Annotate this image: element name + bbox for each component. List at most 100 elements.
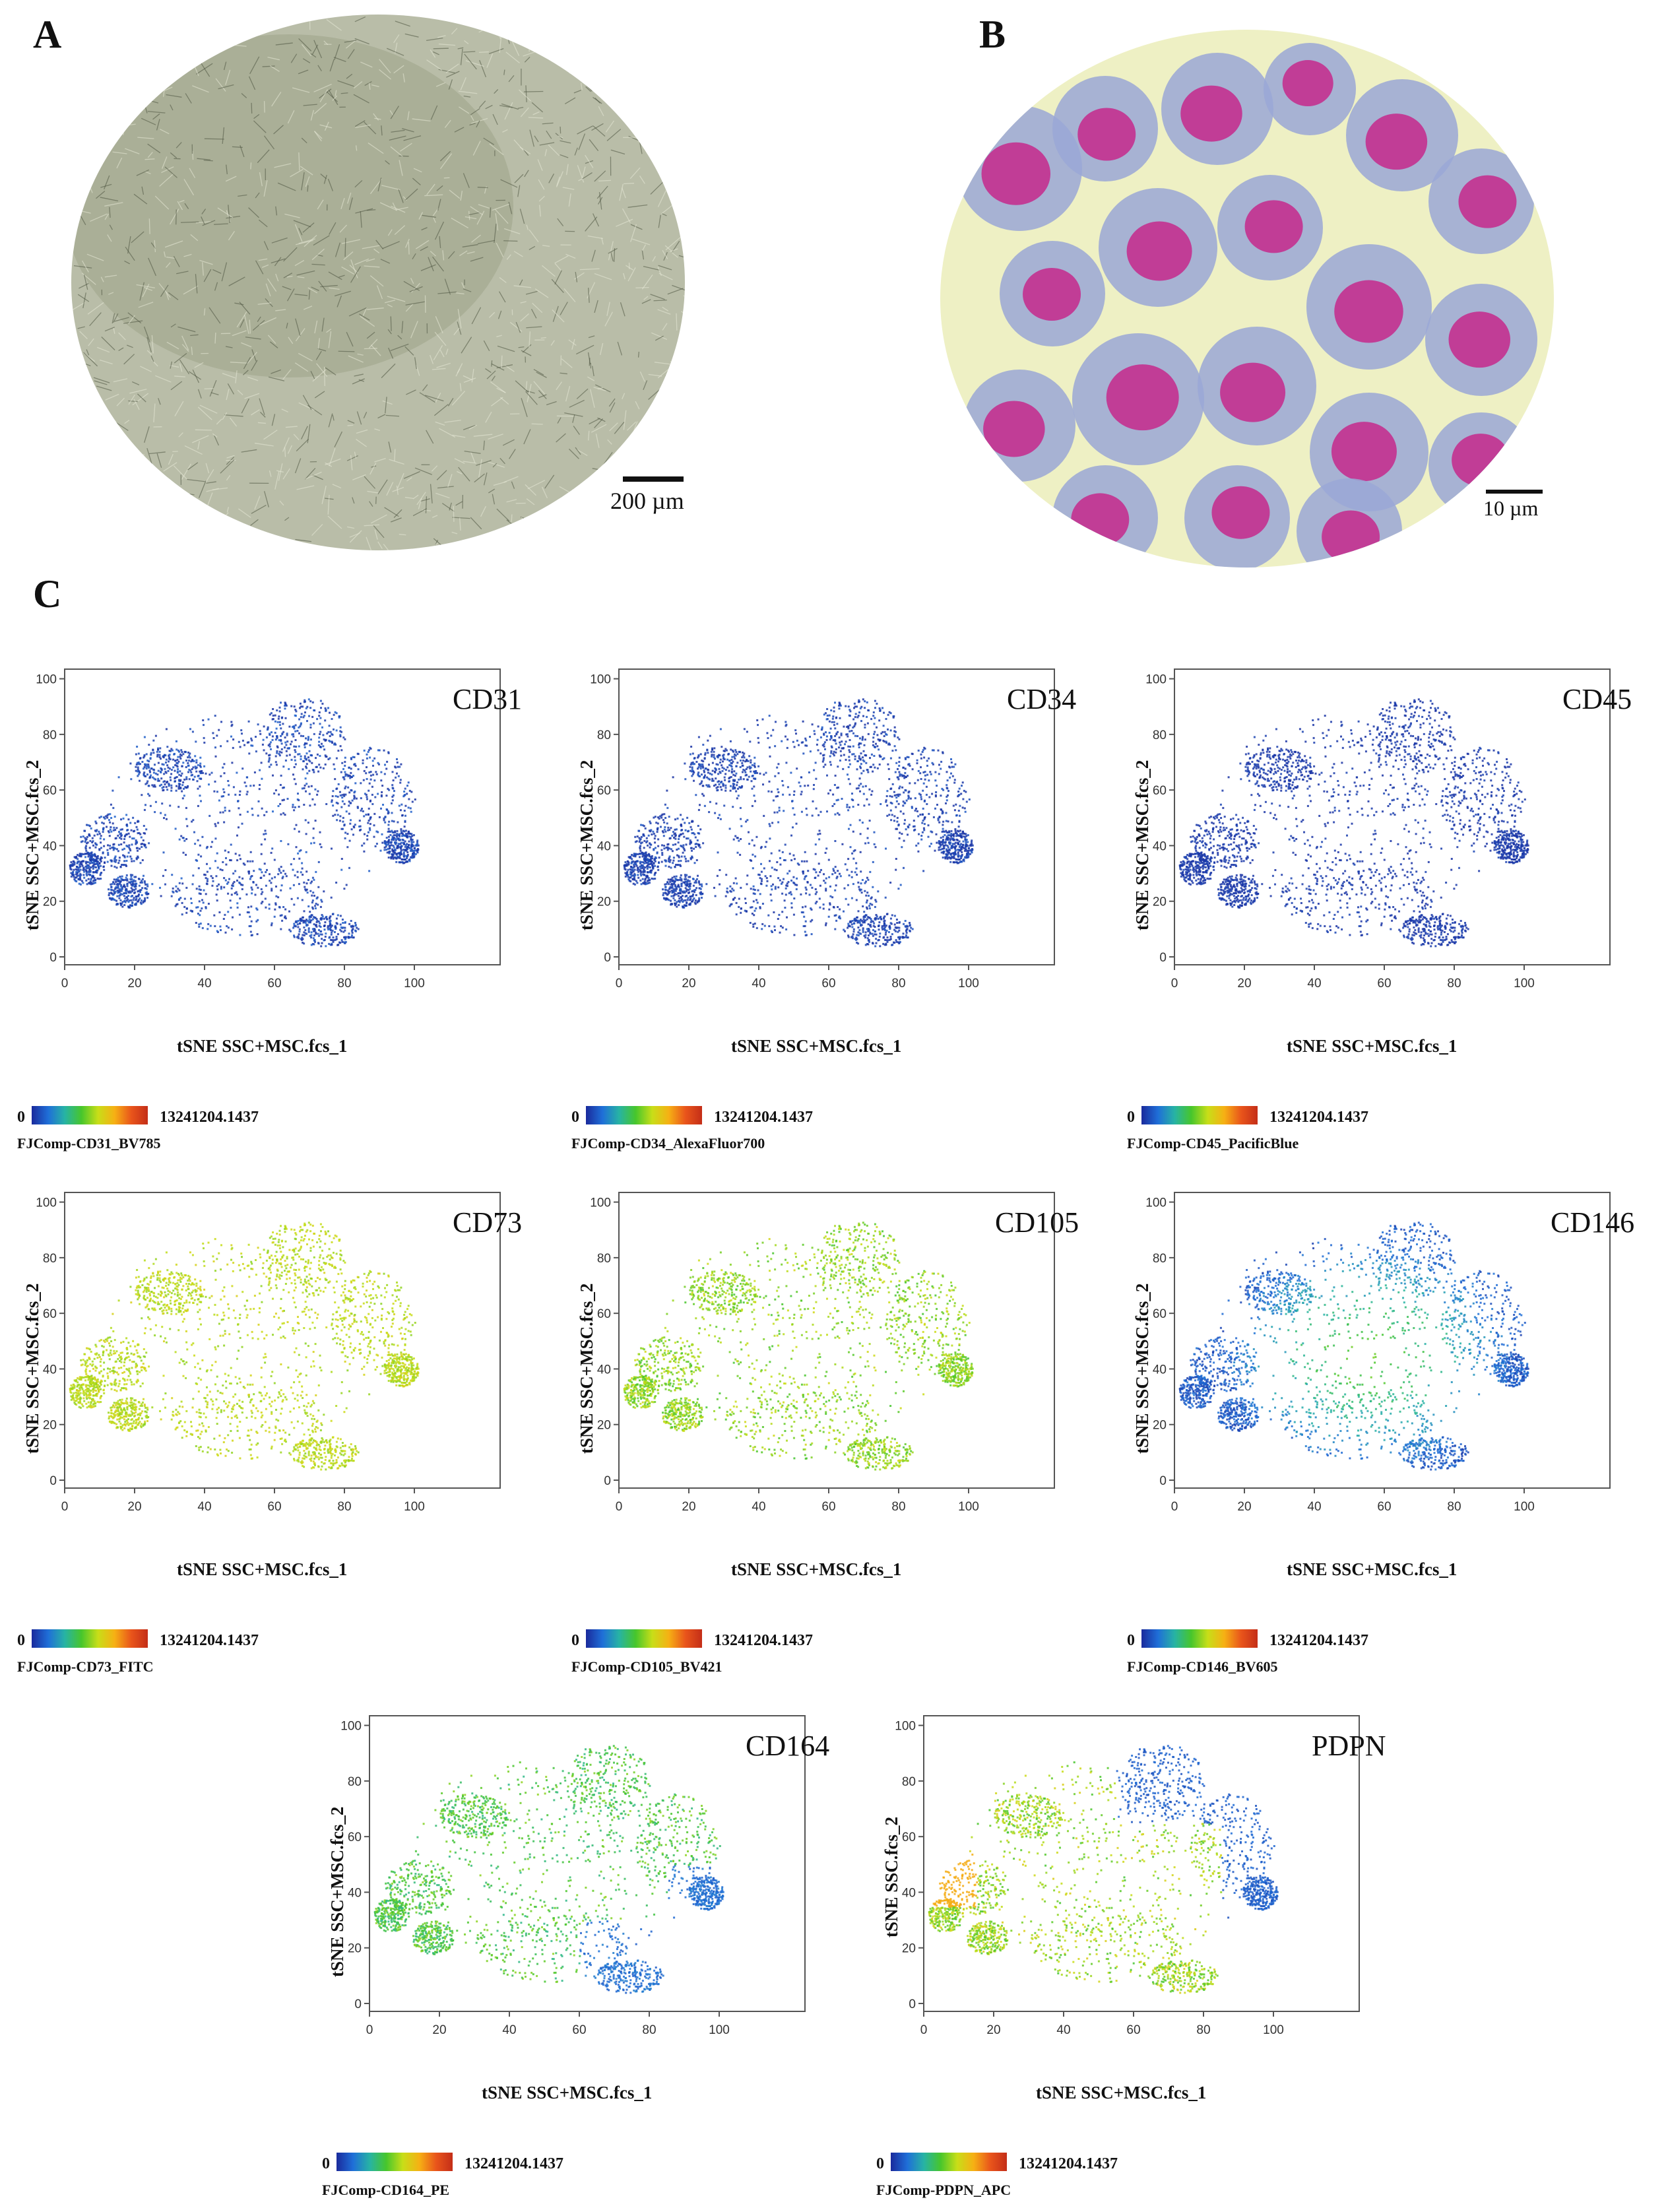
data-point — [216, 734, 218, 737]
data-point — [802, 906, 804, 909]
cell-stroke — [647, 43, 656, 54]
data-point — [847, 934, 849, 937]
cell-stroke — [301, 172, 305, 191]
data-point — [251, 875, 253, 877]
data-point — [136, 847, 139, 849]
cell-stroke — [447, 474, 453, 488]
data-point — [84, 853, 87, 855]
data-point — [189, 728, 191, 731]
data-point — [847, 923, 850, 925]
cell-stroke — [366, 537, 372, 550]
data-point — [115, 859, 117, 861]
data-point — [385, 795, 388, 797]
cell-stroke — [390, 146, 403, 157]
data-point — [86, 883, 88, 886]
cell-stroke — [463, 51, 476, 53]
data-point — [666, 889, 669, 892]
data-point — [683, 847, 686, 850]
data-point — [406, 861, 408, 863]
data-point — [312, 892, 315, 894]
cell-stroke — [321, 486, 327, 504]
data-point — [635, 840, 638, 843]
cell-stroke — [295, 328, 305, 342]
data-point — [401, 814, 404, 816]
data-point — [79, 864, 81, 866]
data-point — [215, 894, 218, 896]
cell-stroke — [470, 108, 480, 115]
data-point — [250, 905, 253, 908]
cell-stroke — [629, 167, 641, 179]
cell-stroke — [274, 471, 280, 490]
cell-stroke — [412, 118, 431, 122]
plot-title: CD31 — [453, 682, 522, 716]
data-point — [399, 854, 401, 857]
cell-stroke — [459, 250, 468, 257]
data-point — [396, 772, 398, 775]
data-point — [719, 758, 722, 761]
cell-stroke — [465, 60, 484, 67]
cell-stroke — [660, 468, 668, 474]
cell-stroke — [525, 85, 527, 102]
data-point — [304, 932, 307, 934]
data-point — [331, 795, 334, 797]
cell-stroke — [529, 129, 534, 147]
data-point — [327, 731, 330, 733]
cell-stroke — [123, 473, 135, 482]
data-point — [143, 756, 145, 759]
data-point — [268, 757, 271, 760]
cell-stroke — [311, 44, 319, 55]
data-point — [280, 884, 283, 887]
data-point — [275, 895, 278, 897]
cell-stroke — [96, 385, 112, 391]
cell-stroke — [174, 375, 185, 377]
data-point — [113, 865, 116, 868]
data-point — [118, 888, 121, 891]
data-point — [749, 767, 752, 769]
data-point — [354, 922, 356, 924]
cell-stroke — [103, 136, 109, 150]
data-point — [343, 802, 346, 805]
data-point — [121, 903, 123, 905]
cell-stroke — [497, 345, 515, 352]
data-point — [391, 835, 394, 838]
cell-stroke — [509, 321, 523, 332]
data-point — [717, 773, 720, 775]
data-point — [213, 914, 216, 917]
cell-stroke — [375, 240, 384, 250]
data-point — [223, 772, 226, 775]
cell-stroke — [525, 381, 528, 391]
data-point — [133, 860, 135, 862]
data-point — [711, 779, 713, 782]
data-point — [300, 722, 302, 725]
cell-stroke — [455, 292, 465, 295]
cell-stroke — [117, 491, 122, 498]
cell-stroke — [381, 363, 396, 379]
data-point — [860, 882, 862, 885]
cell-stroke — [374, 457, 386, 463]
data-point — [332, 936, 335, 939]
data-point — [227, 927, 230, 929]
cell-stroke — [156, 453, 162, 468]
data-point — [261, 743, 264, 746]
data-point — [284, 908, 287, 911]
data-point — [396, 833, 399, 835]
cell-stroke — [576, 388, 589, 399]
data-point — [156, 773, 159, 776]
data-point — [787, 881, 790, 883]
data-point — [385, 767, 388, 770]
data-point — [311, 914, 313, 917]
data-point — [148, 777, 151, 779]
cell-stroke — [383, 544, 389, 550]
cell-stroke — [569, 399, 585, 408]
data-point — [411, 839, 414, 841]
cell-stroke — [542, 265, 556, 277]
data-point — [395, 837, 397, 840]
cell-stroke — [587, 79, 593, 86]
cell-stroke — [302, 58, 311, 63]
data-point — [388, 852, 391, 855]
data-point — [280, 914, 283, 917]
data-point — [362, 779, 365, 781]
data-point — [178, 838, 181, 841]
data-point — [299, 725, 302, 728]
data-point — [88, 873, 90, 876]
